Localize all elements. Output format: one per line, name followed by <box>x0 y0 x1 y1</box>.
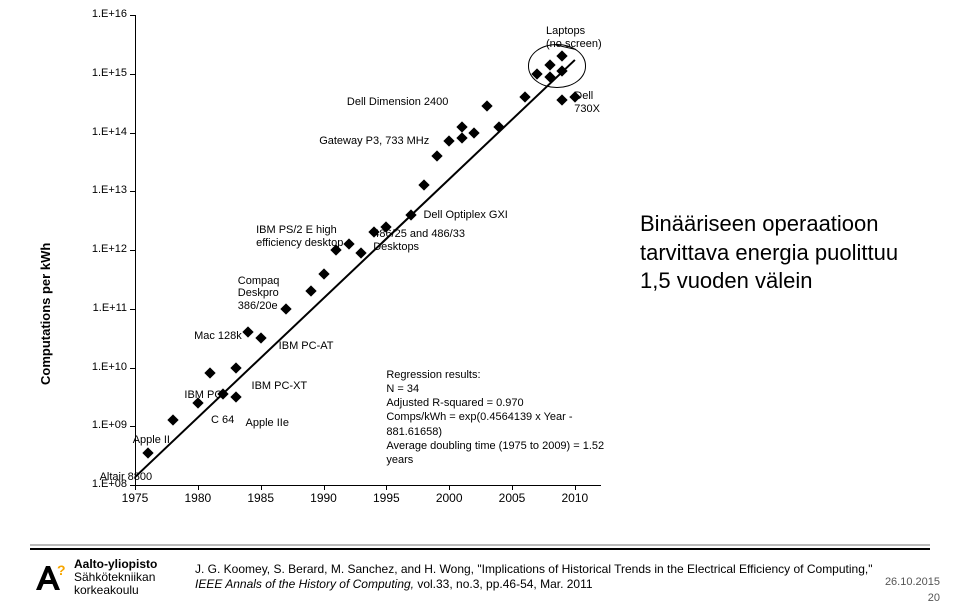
citation-tail: vol.33, no.3, pp.46-54, Mar. 2011 <box>417 577 592 591</box>
xtick-label: 2005 <box>494 491 530 505</box>
point-label: C 64 <box>211 414 234 427</box>
footer-divider <box>30 548 930 550</box>
chart-area: Computations per kWh 1.E+081.E+091.E+101… <box>30 5 610 525</box>
citation-main: J. G. Koomey, S. Berard, M. Sanchez, and… <box>195 562 872 576</box>
point-label: Apple II <box>133 434 170 447</box>
svg-text:?: ? <box>57 562 66 578</box>
point-label: IBM PC-AT <box>279 340 334 353</box>
logo-text: Aalto-yliopisto Sähkötekniikan korkeakou… <box>74 558 157 598</box>
regression-results: Regression results:N = 34Adjusted R-squa… <box>386 368 610 468</box>
side-text: Binääriseen operaatioon tarvittava energ… <box>640 210 930 296</box>
ytick-label: 1.E+13 <box>77 184 127 196</box>
point-label: IBM PS/2 E highefficiency desktop <box>256 224 343 249</box>
page-number: 20 <box>928 592 940 604</box>
point-label: Altair 8800 <box>100 471 153 484</box>
point-label: IBM PC-XT <box>252 380 308 393</box>
ytick-label: 1.E+14 <box>77 126 127 138</box>
ytick-label: 1.E+15 <box>77 67 127 79</box>
ytick-label: 1.E+10 <box>77 361 127 373</box>
y-axis-label: Computations per kWh <box>38 243 53 385</box>
xtick-label: 2010 <box>557 491 593 505</box>
aalto-logo: ? Aalto-yliopisto Sähkötekniikan korkeak… <box>30 558 157 598</box>
xtick-label: 1985 <box>243 491 279 505</box>
ytick-label: 1.E+16 <box>77 8 127 20</box>
xtick-label: 1995 <box>368 491 404 505</box>
callout-label: Laptops(no screen) <box>546 25 602 50</box>
point-label: CompaqDeskpro386/20e <box>238 275 280 313</box>
citation: J. G. Koomey, S. Berard, M. Sanchez, and… <box>195 562 895 592</box>
xtick-label: 1990 <box>306 491 342 505</box>
xtick-label: 2000 <box>431 491 467 505</box>
point-label: Mac 128k <box>194 330 242 343</box>
slide-date: 26.10.2015 <box>885 576 940 588</box>
point-label: Apple IIe <box>246 417 289 430</box>
point-label: 486/25 and 486/33Desktops <box>373 228 465 253</box>
point-label: Dell Optiplex GXI <box>423 209 507 222</box>
citation-journal: IEEE Annals of the History of Computing, <box>195 577 417 591</box>
point-label: Dell Dimension 2400 <box>347 96 449 109</box>
ytick-label: 1.E+12 <box>77 243 127 255</box>
point-label: IBM PC <box>184 389 222 402</box>
logo-line3: korkeakoulu <box>74 584 157 597</box>
ytick-label: 1.E+11 <box>77 302 127 314</box>
xtick-label: 1980 <box>180 491 216 505</box>
laptops-callout <box>528 44 585 87</box>
point-label: Gateway P3, 733 MHz <box>319 135 429 148</box>
logo-mark: ? <box>30 560 66 596</box>
ytick-label: 1.E+09 <box>77 419 127 431</box>
xtick-label: 1975 <box>117 491 153 505</box>
